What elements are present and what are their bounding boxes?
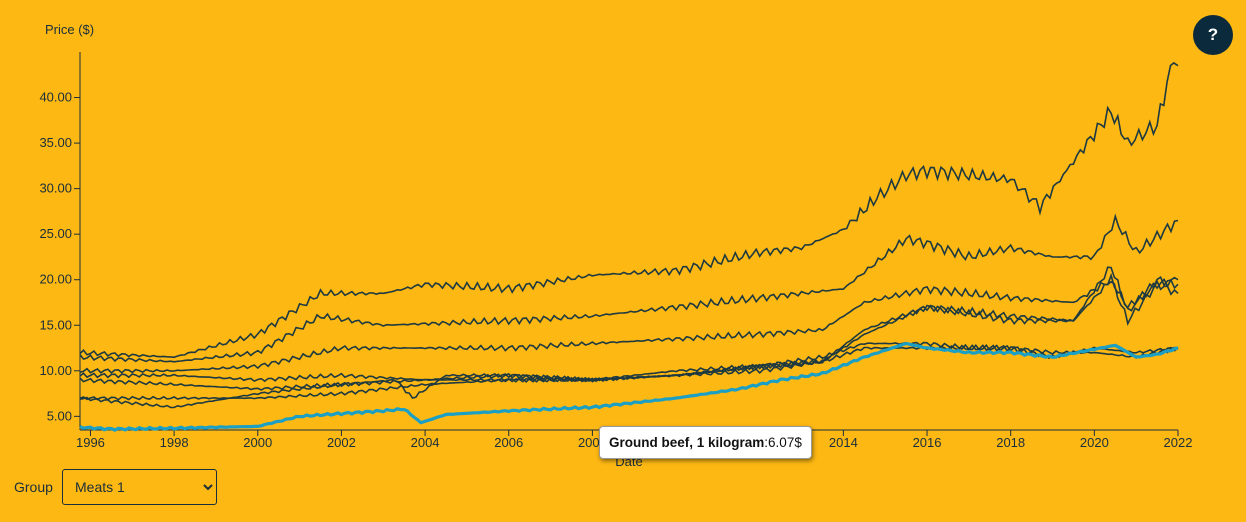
y-tick-label: 20.00: [39, 272, 72, 287]
x-tick-label: 2014: [829, 435, 858, 450]
y-tick-label: 30.00: [39, 181, 72, 196]
series-line-3[interactable]: [79, 272, 1179, 374]
x-tick-label: 2018: [996, 435, 1025, 450]
series-line-2[interactable]: [79, 213, 1179, 363]
series-line-4[interactable]: [79, 266, 1179, 383]
axes: 5.00 10.00 15.00 20.00 25.00 30.00 35.00 40.00 1…: [39, 52, 1192, 450]
x-tick-label: 2004: [411, 435, 440, 450]
y-tick-label: 35.00: [39, 135, 72, 150]
x-tick-label: 1998: [160, 435, 189, 450]
x-tick-label: 2016: [913, 435, 942, 450]
y-tick-label: 5.00: [47, 408, 72, 423]
x-tick-label: 2020: [1080, 435, 1109, 450]
x-tick-label: 2000: [243, 435, 272, 450]
series-line-1[interactable]: [79, 61, 1179, 359]
series-line-7[interactable]: [79, 344, 1179, 401]
group-label: Group: [14, 479, 53, 495]
y-tick-label: 10.00: [39, 363, 72, 378]
y-tick-label: 25.00: [39, 226, 72, 241]
y-tick-label: 40.00: [39, 90, 72, 105]
series-layer: [79, 61, 1179, 432]
x-tick-label: 2022: [1164, 435, 1193, 450]
series-line-5[interactable]: [79, 279, 1179, 400]
x-tick-label: 1996: [76, 435, 105, 450]
group-select[interactable]: Meats 1: [62, 469, 217, 505]
help-button[interactable]: ?: [1193, 15, 1233, 55]
y-tick-label: 15.00: [39, 317, 72, 332]
tooltip-series-name: Ground beef, 1 kilogram: [609, 435, 765, 450]
y-axis-title: Price ($): [45, 22, 94, 37]
series-tooltip: Ground beef, 1 kilogram:6.07$: [599, 426, 812, 459]
x-tick-label: 2002: [327, 435, 356, 450]
tooltip-value: 6.07$: [768, 435, 802, 450]
series-line-highlighted[interactable]: [79, 341, 1179, 432]
x-tick-label: 2006: [494, 435, 523, 450]
